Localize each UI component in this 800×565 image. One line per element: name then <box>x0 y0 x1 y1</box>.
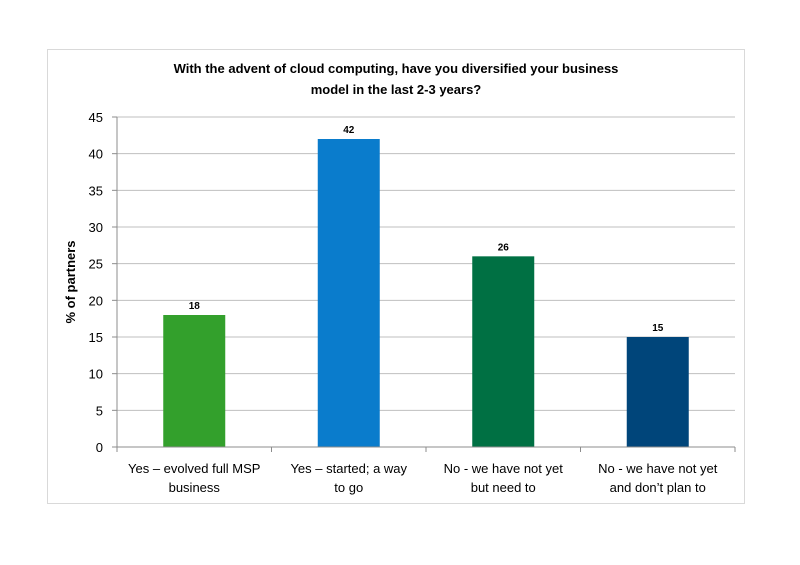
y-tick-label: 30 <box>89 220 103 235</box>
x-category-label: No - we have not yet <box>598 461 718 476</box>
y-tick-label: 35 <box>89 183 103 198</box>
chart-title-line-2: model in the last 2-3 years? <box>311 82 482 97</box>
y-tick-label: 40 <box>89 147 103 162</box>
bar <box>472 256 535 447</box>
y-tick-label: 5 <box>96 403 103 418</box>
chart-frame <box>47 49 745 504</box>
bar <box>626 337 689 447</box>
y-axis-label: % of partners <box>63 240 78 323</box>
x-category-label: Yes – evolved full MSP <box>128 461 260 476</box>
y-axis-ticks: 0 5 10 15 20 25 30 35 40 45 <box>89 110 117 455</box>
bar <box>317 139 380 447</box>
y-tick-label: 0 <box>96 440 103 455</box>
x-category-label: to go <box>334 480 363 495</box>
y-tick-label: 20 <box>89 293 103 308</box>
axes <box>116 117 735 448</box>
x-axis-categories: Yes – evolved full MSP business Yes – star… <box>116 447 736 495</box>
chart-title-line-1: With the advent of cloud computing, have… <box>174 61 619 76</box>
data-label: 42 <box>343 125 355 136</box>
x-category-label: Yes – started; a way <box>290 461 407 476</box>
data-label: 26 <box>498 242 510 253</box>
y-tick-label: 25 <box>89 257 103 272</box>
y-tick-label: 45 <box>89 110 103 125</box>
data-label: 15 <box>652 323 664 334</box>
chart-title: With the advent of cloud computing, have… <box>174 61 619 97</box>
y-tick-label: 15 <box>89 330 103 345</box>
bar <box>163 315 226 447</box>
x-category-label: but need to <box>471 480 536 495</box>
data-label: 18 <box>189 301 201 312</box>
x-category-label: No - we have not yet <box>444 461 564 476</box>
x-category-label: and don’t plan to <box>610 480 706 495</box>
bars: 18 42 26 15 <box>163 125 689 447</box>
y-tick-label: 10 <box>89 367 103 382</box>
x-category-label: business <box>169 480 221 495</box>
